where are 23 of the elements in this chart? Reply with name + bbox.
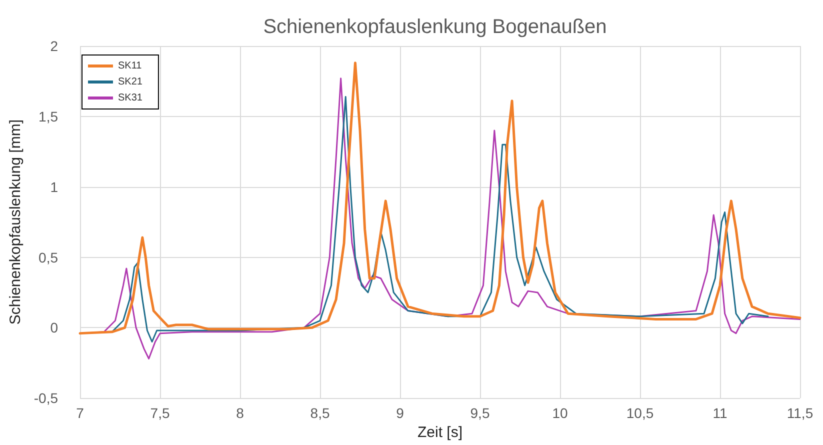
chart-title: Schienenkopfauslenkung Bogenaußen [263, 16, 607, 38]
x-tick-label: 11 [712, 405, 728, 422]
legend-label: SK31 [118, 92, 143, 104]
x-axis-title: Zeit [s] [418, 424, 463, 441]
x-tick-label: 7 [76, 405, 84, 422]
x-tick-label: 9,5 [470, 405, 490, 422]
y-axis-title: Schienenkopfauslenkung [mm] [7, 119, 24, 325]
x-tick-label: 11,5 [786, 405, 814, 422]
x-tick-label: 10,5 [626, 405, 654, 422]
y-tick-label: 0 [50, 320, 58, 336]
x-tick-label: 10 [552, 405, 568, 422]
x-tick-label: 7,5 [150, 405, 170, 422]
y-tick-label: 0,5 [38, 249, 58, 266]
x-tick-label: 8,5 [310, 405, 330, 422]
y-tick-label: 2 [50, 38, 58, 54]
x-tick-label: 8 [236, 405, 244, 422]
y-tick-label: 1,5 [38, 108, 58, 124]
x-tick-label: 9 [396, 405, 404, 422]
legend-label: SK21 [118, 76, 143, 88]
legend-label: SK11 [118, 60, 142, 72]
y-tick-label: -0,5 [34, 390, 58, 406]
y-tick-label: 1 [50, 178, 58, 195]
line-series [111, 96, 769, 343]
